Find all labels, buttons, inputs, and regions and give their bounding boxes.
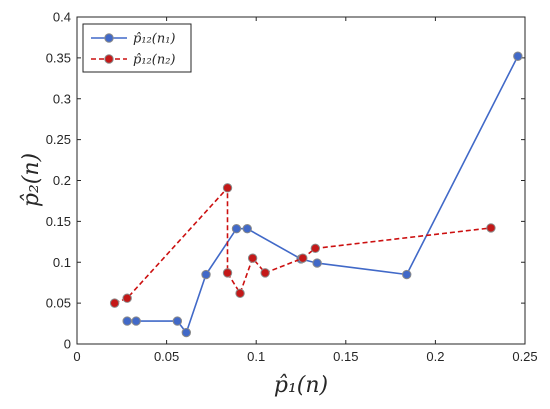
legend-marker-2 (104, 54, 114, 64)
x-tick-label: 0.2 (426, 349, 444, 364)
legend-box (82, 23, 192, 73)
series-1-point (172, 316, 183, 326)
series-1-point (402, 269, 412, 280)
series-1 (122, 51, 523, 338)
series-2-point (260, 268, 270, 278)
series-1-point (181, 327, 192, 338)
x-tick-label: 0.05 (154, 349, 179, 364)
x-tick-label: 0.1 (247, 349, 265, 364)
legend: p̂₁₂(n₁) p̂₁₂(n₂) (82, 23, 192, 73)
y-tick-label: 0.35 (46, 50, 71, 65)
series-1-point (201, 269, 211, 280)
y-axis-ticks: 0 0.05 0.1 0.15 0.2 0.25 0.3 0.35 0.4 (46, 10, 525, 352)
series-1-point (122, 316, 132, 326)
series-2-point (486, 223, 496, 233)
series-1-point (231, 224, 242, 234)
x-tick-label: 0.25 (512, 349, 537, 364)
series-2-point (298, 253, 308, 263)
series-2-point (222, 183, 233, 193)
x-tick-label: 0.15 (333, 349, 358, 364)
y-tick-label: 0.4 (53, 10, 71, 25)
legend-label-1: p̂₁₂(n₁) (133, 32, 175, 47)
y-tick-label: 0 (64, 337, 71, 352)
series-2-point (247, 253, 258, 263)
legend-marker-1 (104, 33, 114, 43)
y-tick-label: 0.15 (46, 214, 71, 229)
y-tick-label: 0.2 (53, 173, 71, 188)
series-2-point (122, 293, 132, 303)
series-2-line (114, 187, 492, 304)
series-2-point (109, 298, 120, 308)
x-tick-label: 0 (73, 349, 80, 364)
y-tick-label: 0.25 (46, 132, 71, 147)
series-1-point (513, 51, 523, 61)
x-axis-label: p̂₁(n) (274, 373, 328, 398)
series-1-point (312, 258, 322, 268)
series-2-point (310, 243, 321, 254)
series-1-point (131, 316, 141, 326)
series-1-point (242, 224, 252, 234)
x-axis-ticks: 0 0.05 0.1 0.15 0.2 0.25 (73, 17, 538, 364)
legend-label-2: p̂₁₂(n₂) (133, 53, 175, 68)
y-tick-label: 0.05 (46, 296, 71, 311)
series-2-point (222, 268, 233, 278)
y-tick-label: 0.1 (53, 255, 71, 270)
y-tick-label: 0.3 (53, 91, 71, 106)
series-2-point (235, 288, 245, 299)
series-2 (109, 183, 496, 308)
series-layer (109, 51, 523, 338)
y-axis-label: p̂₂(n) (19, 153, 44, 207)
